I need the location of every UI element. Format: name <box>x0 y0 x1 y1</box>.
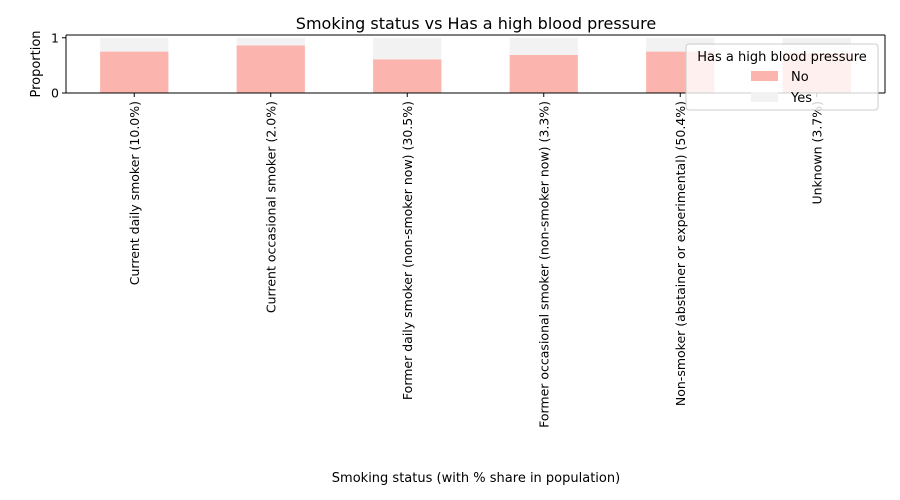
y-axis-label: Proportion <box>29 30 44 97</box>
bar-no-4 <box>509 54 578 93</box>
y-tick-label: 0 <box>51 86 59 101</box>
x-tick-label-6: Unknown (3.7%) <box>809 101 824 205</box>
y-axis-ticks: 01 <box>51 30 66 101</box>
x-axis-label: Smoking status (with % share in populati… <box>332 471 620 486</box>
legend-label-yes: Yes <box>790 91 812 106</box>
bar-yes-2 <box>236 37 305 46</box>
x-tick-label-3: Former daily smoker (non-smoker now) (30… <box>400 101 415 400</box>
y-tick-label: 1 <box>51 30 59 45</box>
bar-yes-3 <box>373 37 442 60</box>
x-tick-label-5: Non-smoker (abstainer or experimental) (… <box>673 101 688 406</box>
x-axis-ticks: Current daily smoker (10.0%) Current occa… <box>127 93 824 428</box>
bar-yes-1 <box>100 37 169 52</box>
x-tick-label-2: Current occasional smoker (2.0%) <box>263 101 278 313</box>
bar-no-1 <box>100 51 169 93</box>
legend-title: Has a high blood pressure <box>697 50 867 65</box>
x-tick-label-1: Current daily smoker (10.0%) <box>127 101 142 285</box>
legend-swatch-no <box>751 71 778 81</box>
bar-no-3 <box>373 59 442 93</box>
chart-title: Smoking status vs Has a high blood press… <box>296 14 656 33</box>
legend-frame <box>685 43 879 111</box>
bar-yes-4 <box>509 37 578 55</box>
legend-entries: No Yes <box>751 70 812 106</box>
legend-label-no: No <box>791 70 809 85</box>
legend-swatch-yes <box>751 92 778 102</box>
x-tick-label-4: Former occasional smoker (non-smoker now… <box>536 101 551 428</box>
bar-no-2 <box>236 45 305 93</box>
legend: Has a high blood pressure No Yes <box>685 43 879 111</box>
